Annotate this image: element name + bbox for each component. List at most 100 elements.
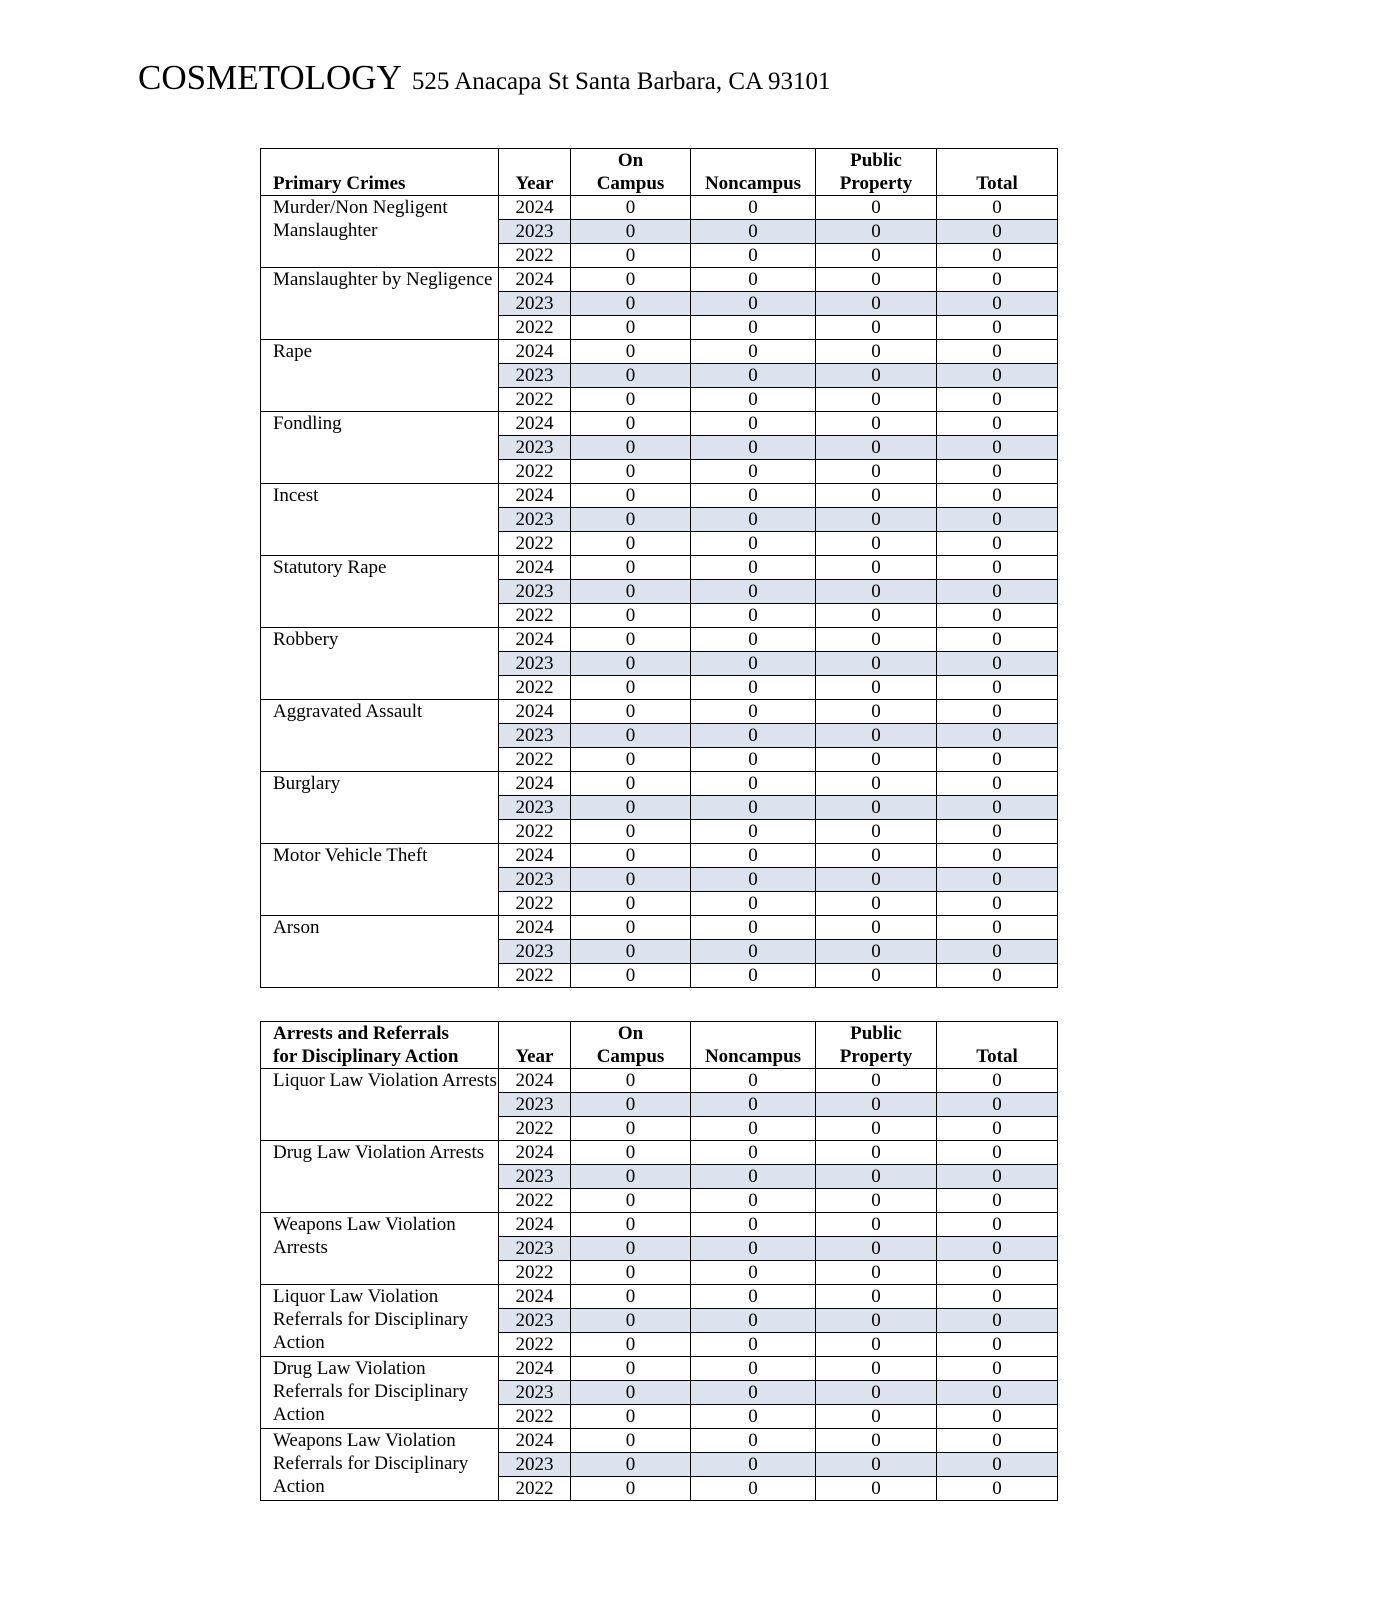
- public-property-cell: 0: [815, 411, 937, 436]
- year-cell: 2023: [498, 1092, 571, 1117]
- public-property-cell: 0: [815, 1068, 937, 1093]
- noncampus-cell: 0: [690, 315, 816, 340]
- arrests-referrals-table: Arrests and Referrals for Disciplinary Ac…: [260, 1021, 1058, 1501]
- public-property-cell: 0: [815, 1428, 937, 1453]
- year-cell: 2024: [498, 771, 571, 796]
- public-property-cell: 0: [815, 1236, 937, 1261]
- total-cell: 0: [936, 387, 1058, 412]
- table-row: 2023 0 0 0 0: [261, 507, 1058, 532]
- public-property-cell: 0: [815, 939, 937, 964]
- noncampus-cell: 0: [690, 1188, 816, 1213]
- public-property-cell: 0: [815, 795, 937, 820]
- column-header-category: Arrests and Referrals for Disciplinary Ac…: [260, 1021, 499, 1069]
- year-cell: 2022: [498, 1404, 571, 1429]
- total-cell: 0: [936, 1092, 1058, 1117]
- noncampus-cell: 0: [690, 627, 816, 652]
- table-row: 2023 0 0 0 0: [261, 1308, 1058, 1333]
- on-campus-cell: 0: [570, 1476, 691, 1501]
- year-cell: 2023: [498, 1164, 571, 1189]
- noncampus-cell: 0: [690, 915, 816, 940]
- on-campus-cell: 0: [570, 1092, 691, 1117]
- public-property-cell: 0: [815, 459, 937, 484]
- year-cell: 2024: [498, 627, 571, 652]
- table-row: 2023 0 0 0 0: [261, 363, 1058, 388]
- year-cell: 2022: [498, 387, 571, 412]
- table-row: 2023 0 0 0 0: [261, 939, 1058, 964]
- public-property-cell: 0: [815, 1212, 937, 1237]
- year-cell: 2023: [498, 291, 571, 316]
- year-cell: 2022: [498, 963, 571, 988]
- total-cell: 0: [936, 1116, 1058, 1141]
- noncampus-cell: 0: [690, 1308, 816, 1333]
- noncampus-cell: 0: [690, 459, 816, 484]
- on-campus-cell: 0: [570, 1140, 691, 1165]
- year-cell: 2022: [498, 819, 571, 844]
- total-cell: 0: [936, 195, 1058, 220]
- year-cell: 2023: [498, 651, 571, 676]
- on-campus-cell: 0: [570, 411, 691, 436]
- total-cell: 0: [936, 267, 1058, 292]
- crime-category: Burglary: [260, 771, 499, 844]
- column-header-noncampus: Noncampus: [690, 1021, 816, 1069]
- crime-category: Statutory Rape: [260, 555, 499, 628]
- crime-category: Incest: [260, 483, 499, 556]
- noncampus-cell: 0: [690, 1212, 816, 1237]
- public-property-cell: 0: [815, 291, 937, 316]
- column-header-public-property: Public Property: [815, 1021, 937, 1069]
- year-cell: 2024: [498, 483, 571, 508]
- year-cell: 2022: [498, 1116, 571, 1141]
- header-row: Primary Crimes Year On Campus Noncampus Publi…: [260, 148, 1058, 196]
- on-campus-cell: 0: [570, 579, 691, 604]
- crime-category: Arson: [260, 915, 499, 988]
- table-row: 2023 0 0 0 0: [261, 219, 1058, 244]
- crime-category: Fondling: [260, 411, 499, 484]
- on-campus-cell: 0: [570, 507, 691, 532]
- total-cell: 0: [936, 1380, 1058, 1405]
- on-campus-cell: 0: [570, 843, 691, 868]
- table-row: Liquor Law Violation Arrests 2024 0 0 0 0: [260, 1068, 1058, 1141]
- on-campus-cell: 0: [570, 555, 691, 580]
- noncampus-cell: 0: [690, 243, 816, 268]
- table-row: 2022 0 0 0 0: [261, 1260, 1058, 1285]
- noncampus-cell: 0: [690, 939, 816, 964]
- total-cell: 0: [936, 1356, 1058, 1381]
- public-property-cell: 0: [815, 1092, 937, 1117]
- noncampus-cell: 0: [690, 555, 816, 580]
- crime-category: Weapons Law Violation Referrals for Disc…: [260, 1428, 499, 1501]
- on-campus-cell: 0: [570, 939, 691, 964]
- on-campus-cell: 0: [570, 1116, 691, 1141]
- noncampus-cell: 0: [690, 219, 816, 244]
- year-cell: 2024: [498, 555, 571, 580]
- year-cell: 2024: [498, 1140, 571, 1165]
- total-cell: 0: [936, 1260, 1058, 1285]
- year-cell: 2022: [498, 243, 571, 268]
- public-property-cell: 0: [815, 675, 937, 700]
- public-property-cell: 0: [815, 651, 937, 676]
- total-cell: 0: [936, 1332, 1058, 1357]
- total-cell: 0: [936, 627, 1058, 652]
- total-cell: 0: [936, 1476, 1058, 1501]
- public-property-cell: 0: [815, 315, 937, 340]
- on-campus-cell: 0: [570, 1404, 691, 1429]
- year-cell: 2022: [498, 531, 571, 556]
- on-campus-cell: 0: [570, 1332, 691, 1357]
- table-row: 2023 0 0 0 0: [261, 1452, 1058, 1477]
- public-property-cell: 0: [815, 1476, 937, 1501]
- year-cell: 2023: [498, 1236, 571, 1261]
- year-cell: 2024: [498, 195, 571, 220]
- public-property-cell: 0: [815, 363, 937, 388]
- noncampus-cell: 0: [690, 1476, 816, 1501]
- on-campus-cell: 0: [570, 699, 691, 724]
- public-property-cell: 0: [815, 603, 937, 628]
- on-campus-cell: 0: [570, 819, 691, 844]
- on-campus-cell: 0: [570, 603, 691, 628]
- noncampus-cell: 0: [690, 1428, 816, 1453]
- table-row: 2022 0 0 0 0: [261, 675, 1058, 700]
- year-cell: 2023: [498, 507, 571, 532]
- column-header-public-property: Public Property: [815, 148, 937, 196]
- on-campus-cell: 0: [570, 891, 691, 916]
- total-cell: 0: [936, 603, 1058, 628]
- public-property-cell: 0: [815, 963, 937, 988]
- noncampus-cell: 0: [690, 603, 816, 628]
- public-property-cell: 0: [815, 1308, 937, 1333]
